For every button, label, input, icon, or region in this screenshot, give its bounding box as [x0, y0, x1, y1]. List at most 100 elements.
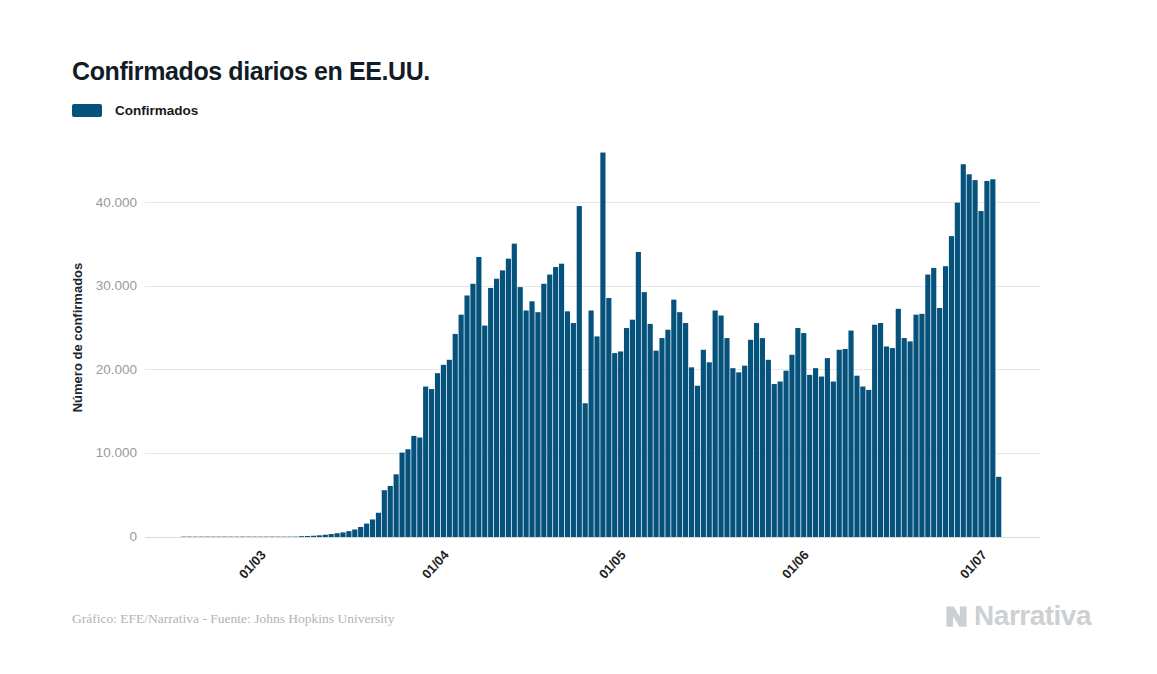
- bar: [636, 252, 641, 537]
- bar: [689, 367, 694, 537]
- bar: [642, 292, 647, 537]
- bar: [618, 351, 623, 537]
- narrativa-logo-text: Narrativa: [974, 600, 1091, 632]
- bar: [683, 323, 688, 537]
- bar: [736, 372, 741, 537]
- bar: [488, 288, 493, 537]
- bar: [352, 529, 357, 537]
- bar: [659, 338, 664, 537]
- bar: [541, 284, 546, 537]
- y-tick-label: 20.000: [67, 362, 137, 377]
- bar: [281, 536, 286, 537]
- narrativa-brand: Narrativa: [943, 600, 1091, 632]
- bar: [925, 275, 930, 537]
- bar: [671, 300, 676, 537]
- x-tick-label: 01/04: [419, 547, 452, 581]
- y-tick-label: 30.000: [67, 278, 137, 293]
- bar: [577, 206, 582, 537]
- bar: [949, 236, 954, 537]
- chart-card: Confirmados diarios en EE.UU. Confirmado…: [0, 0, 1157, 674]
- bar: [376, 513, 381, 537]
- bar: [943, 266, 948, 537]
- bar: [234, 536, 239, 537]
- bar: [411, 436, 416, 537]
- bar: [453, 334, 458, 537]
- bar: [606, 298, 611, 537]
- legend-item-confirmados[interactable]: Confirmados: [72, 103, 198, 118]
- bar: [187, 536, 192, 537]
- bar: [624, 328, 629, 537]
- bar: [246, 536, 251, 537]
- bar: [417, 438, 422, 537]
- bar-chart-plot: [145, 140, 1040, 538]
- source-credit: Gráfico: EFE/Narrativa - Fuente: Johns H…: [72, 611, 394, 627]
- bar: [559, 264, 564, 537]
- bar: [388, 486, 393, 537]
- bar: [252, 536, 257, 537]
- y-tick-label: 10.000: [67, 445, 137, 460]
- legend-swatch: [72, 104, 102, 117]
- bar: [193, 536, 198, 537]
- bar: [748, 340, 753, 537]
- legend-label: Confirmados: [115, 103, 198, 118]
- bar: [270, 536, 275, 537]
- bar: [843, 349, 848, 537]
- bar: [884, 346, 889, 537]
- bar: [334, 533, 339, 537]
- bar: [358, 527, 363, 537]
- bar: [612, 353, 617, 537]
- bar: [978, 211, 983, 537]
- bar: [553, 267, 558, 537]
- bar: [919, 314, 924, 537]
- bar: [305, 536, 310, 537]
- bar: [701, 350, 706, 537]
- bar: [742, 366, 747, 537]
- bar: [973, 180, 978, 537]
- bar: [872, 325, 877, 537]
- bar: [470, 284, 475, 537]
- bar: [783, 371, 788, 537]
- bar: [459, 315, 464, 537]
- bar: [346, 531, 351, 537]
- bar: [778, 382, 783, 537]
- bar: [181, 536, 186, 537]
- bar: [429, 389, 434, 537]
- bar: [228, 536, 233, 537]
- bar: [831, 382, 836, 537]
- bar: [589, 311, 594, 538]
- bar: [441, 365, 446, 537]
- bar: [654, 351, 659, 537]
- bar: [275, 536, 280, 537]
- bar: [399, 453, 404, 537]
- x-tick-label: 01/03: [236, 547, 269, 581]
- bar: [216, 536, 221, 537]
- bar: [908, 341, 913, 537]
- bar: [199, 536, 204, 537]
- bar: [984, 181, 989, 537]
- bar: [789, 355, 794, 537]
- bar: [813, 368, 818, 537]
- bar: [524, 311, 529, 538]
- bar: [807, 375, 812, 537]
- bar: [317, 535, 322, 537]
- y-tick-label: 0: [67, 529, 137, 544]
- bar: [500, 270, 505, 537]
- bar: [795, 328, 800, 537]
- bar: [311, 536, 316, 537]
- bar: [801, 333, 806, 537]
- bar: [860, 387, 865, 537]
- bar: [600, 153, 605, 537]
- bar: [210, 536, 215, 537]
- bar: [382, 490, 387, 537]
- bar: [961, 164, 966, 537]
- bar: [854, 376, 859, 537]
- bar: [990, 179, 995, 537]
- bar: [240, 536, 245, 537]
- bar: [730, 368, 735, 537]
- bar: [258, 536, 263, 537]
- bar: [529, 301, 534, 537]
- y-tick-label: 40.000: [67, 195, 137, 210]
- bar: [405, 449, 410, 537]
- bar: [937, 308, 942, 537]
- bar: [222, 536, 227, 537]
